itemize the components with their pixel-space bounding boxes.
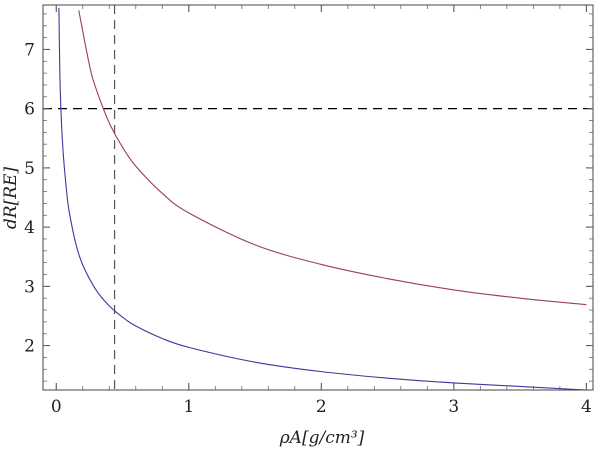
plot-frame	[42, 4, 594, 391]
x-axis-title: ρA[g/cm³]	[279, 428, 365, 448]
ticks-layer	[43, 5, 593, 390]
y-tick-label: 7	[24, 40, 35, 60]
y-axis-title: dR[RE]	[1, 167, 21, 230]
y-tick-label: 6	[24, 100, 35, 120]
tick-labels: 0 1 2 3 4 2 3 4 5 6 7	[24, 40, 592, 417]
reference-lines	[43, 5, 593, 390]
series-layer	[58, 7, 587, 391]
x-tick-label: 3	[448, 397, 459, 417]
series-line-2	[58, 7, 587, 391]
x-tick-label: 1	[183, 397, 194, 417]
x-tick-label: 0	[51, 397, 62, 417]
x-tick-label: 4	[581, 397, 592, 417]
y-tick-label: 5	[24, 159, 35, 179]
series-line-1	[78, 10, 587, 306]
y-tick-label: 4	[24, 218, 35, 238]
y-tick-label: 2	[24, 337, 35, 357]
x-tick-label: 2	[316, 397, 327, 417]
y-tick-label: 3	[24, 277, 35, 297]
